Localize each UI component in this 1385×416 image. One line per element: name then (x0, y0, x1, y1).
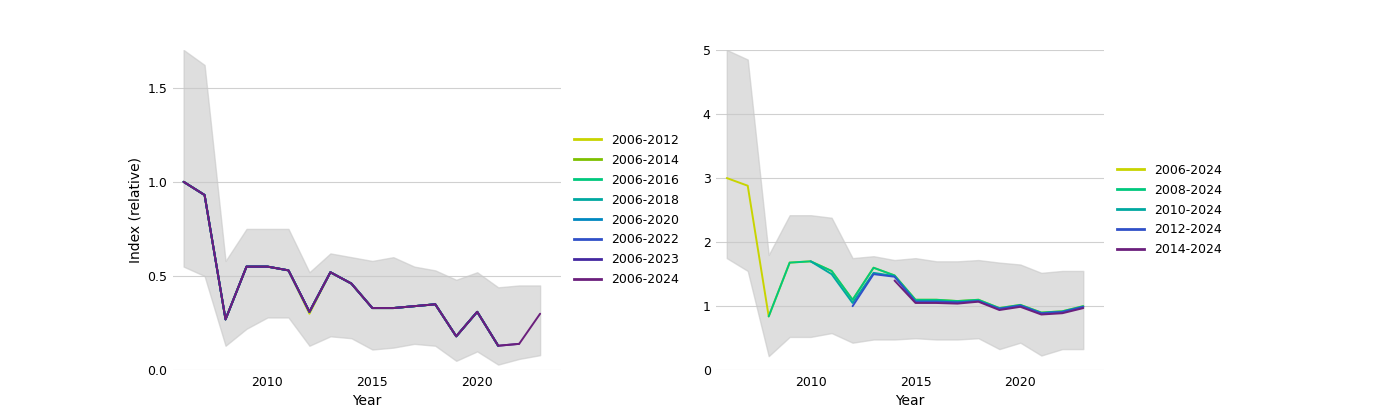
X-axis label: Year: Year (352, 394, 382, 409)
X-axis label: Year: Year (896, 394, 925, 409)
Y-axis label: Index (relative): Index (relative) (127, 157, 143, 263)
Legend: 2006-2024, 2008-2024, 2010-2024, 2012-2024, 2014-2024: 2006-2024, 2008-2024, 2010-2024, 2012-20… (1116, 164, 1223, 256)
Legend: 2006-2012, 2006-2014, 2006-2016, 2006-2018, 2006-2020, 2006-2022, 2006-2023, 200: 2006-2012, 2006-2014, 2006-2016, 2006-20… (573, 134, 679, 286)
